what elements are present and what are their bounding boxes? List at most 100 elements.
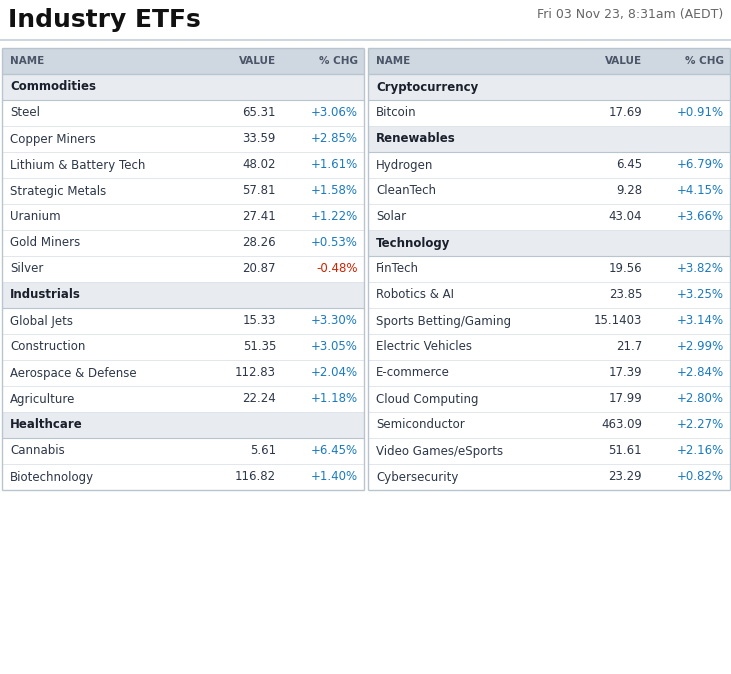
Text: 19.56: 19.56 (608, 262, 642, 276)
Bar (368, 126, 730, 152)
Bar (2, 386, 364, 412)
Text: Cloud Computing: Cloud Computing (376, 392, 479, 406)
Bar (2, 282, 364, 308)
Text: +1.40%: +1.40% (311, 470, 358, 483)
Text: 51.35: 51.35 (243, 340, 276, 353)
Text: 23.85: 23.85 (609, 288, 642, 301)
Bar (368, 386, 730, 412)
Text: 27.41: 27.41 (242, 210, 276, 224)
Bar (368, 256, 730, 282)
Text: +0.91%: +0.91% (677, 106, 724, 119)
Bar (368, 48, 730, 74)
Text: Cybersecurity: Cybersecurity (376, 470, 458, 483)
Text: +0.53%: +0.53% (311, 237, 358, 249)
Text: 17.69: 17.69 (608, 106, 642, 119)
Text: +6.79%: +6.79% (677, 158, 724, 171)
Text: 33.59: 33.59 (243, 133, 276, 146)
Text: 43.04: 43.04 (608, 210, 642, 224)
Text: 51.61: 51.61 (608, 444, 642, 458)
Bar (368, 100, 730, 126)
Text: +2.16%: +2.16% (677, 444, 724, 458)
Text: Technology: Technology (376, 237, 450, 249)
Text: Robotics & AI: Robotics & AI (376, 288, 454, 301)
Bar (2, 308, 364, 334)
Text: E-commerce: E-commerce (376, 367, 450, 379)
Bar (368, 438, 730, 464)
Bar (2, 230, 364, 256)
Bar (2, 204, 364, 230)
Bar (368, 334, 730, 360)
Text: 28.26: 28.26 (243, 237, 276, 249)
Bar (368, 360, 730, 386)
Text: CleanTech: CleanTech (376, 185, 436, 197)
Text: +2.80%: +2.80% (677, 392, 724, 406)
Text: VALUE: VALUE (605, 56, 642, 66)
Bar (2, 178, 364, 204)
Text: % CHG: % CHG (319, 56, 358, 66)
Text: Industrials: Industrials (10, 288, 81, 301)
Text: +2.99%: +2.99% (677, 340, 724, 353)
Text: 20.87: 20.87 (243, 262, 276, 276)
Bar (2, 256, 364, 282)
Text: Biotechnology: Biotechnology (10, 470, 94, 483)
Text: Semiconductor: Semiconductor (376, 419, 465, 431)
Bar (368, 230, 730, 256)
Text: +3.06%: +3.06% (311, 106, 358, 119)
Bar (368, 464, 730, 490)
Text: Steel: Steel (10, 106, 40, 119)
Text: Agriculture: Agriculture (10, 392, 75, 406)
Text: 463.09: 463.09 (601, 419, 642, 431)
Text: +2.27%: +2.27% (677, 419, 724, 431)
Bar (368, 308, 730, 334)
Text: 17.99: 17.99 (608, 392, 642, 406)
Text: NAME: NAME (10, 56, 45, 66)
Text: Aerospace & Defense: Aerospace & Defense (10, 367, 137, 379)
Bar (2, 100, 364, 126)
Text: Gold Miners: Gold Miners (10, 237, 80, 249)
Text: +3.14%: +3.14% (677, 315, 724, 328)
Bar (2, 48, 364, 74)
Text: +4.15%: +4.15% (677, 185, 724, 197)
Text: Video Games/eSports: Video Games/eSports (376, 444, 503, 458)
Text: +2.84%: +2.84% (677, 367, 724, 379)
Text: +3.25%: +3.25% (677, 288, 724, 301)
Text: +3.82%: +3.82% (677, 262, 724, 276)
Text: 5.61: 5.61 (250, 444, 276, 458)
Bar (2, 464, 364, 490)
Bar (2, 412, 364, 438)
Bar (368, 282, 730, 308)
Text: 23.29: 23.29 (608, 470, 642, 483)
Text: Cryptocurrency: Cryptocurrency (376, 80, 478, 94)
Text: +2.04%: +2.04% (311, 367, 358, 379)
Text: +1.61%: +1.61% (311, 158, 358, 171)
Text: 48.02: 48.02 (243, 158, 276, 171)
Text: +1.18%: +1.18% (311, 392, 358, 406)
Text: -0.48%: -0.48% (317, 262, 358, 276)
Bar (2, 360, 364, 386)
Text: +6.45%: +6.45% (311, 444, 358, 458)
Text: Silver: Silver (10, 262, 43, 276)
Text: Renewables: Renewables (376, 133, 455, 146)
Text: FinTech: FinTech (376, 262, 419, 276)
Bar (2, 438, 364, 464)
Text: Solar: Solar (376, 210, 406, 224)
Text: Cannabis: Cannabis (10, 444, 65, 458)
Text: Industry ETFs: Industry ETFs (8, 8, 201, 32)
Text: Construction: Construction (10, 340, 86, 353)
Text: Hydrogen: Hydrogen (376, 158, 433, 171)
Text: Global Jets: Global Jets (10, 315, 73, 328)
Text: 6.45: 6.45 (616, 158, 642, 171)
Bar (368, 204, 730, 230)
Bar (2, 334, 364, 360)
Text: 65.31: 65.31 (243, 106, 276, 119)
Text: +3.05%: +3.05% (311, 340, 358, 353)
Bar (2, 152, 364, 178)
Text: % CHG: % CHG (685, 56, 724, 66)
Text: 57.81: 57.81 (243, 185, 276, 197)
Text: 17.39: 17.39 (608, 367, 642, 379)
Text: Lithium & Battery Tech: Lithium & Battery Tech (10, 158, 145, 171)
Text: NAME: NAME (376, 56, 410, 66)
Text: Healthcare: Healthcare (10, 419, 83, 431)
Text: 116.82: 116.82 (235, 470, 276, 483)
Text: Electric Vehicles: Electric Vehicles (376, 340, 472, 353)
